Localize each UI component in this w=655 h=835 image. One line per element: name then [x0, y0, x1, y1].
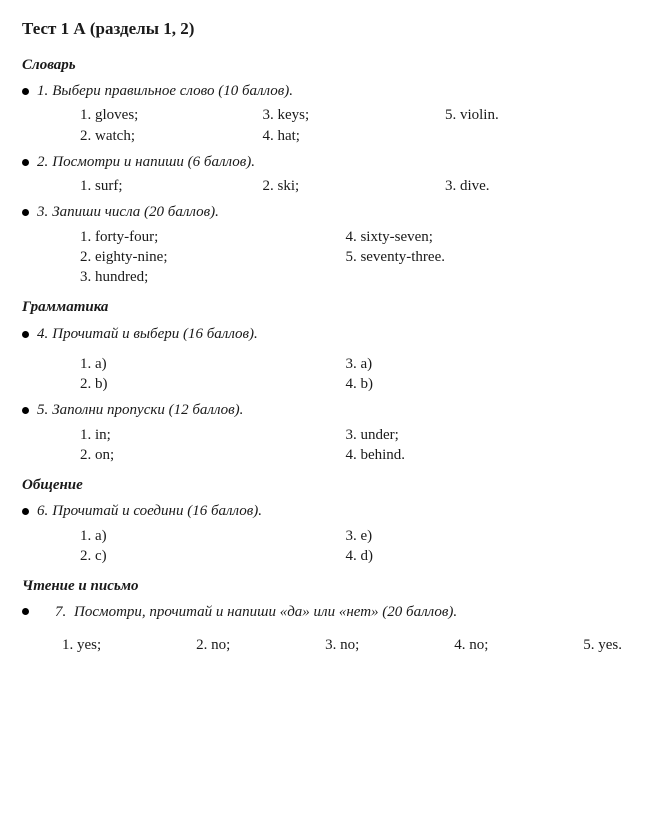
page-title: Тест 1 А (разделы 1, 2): [22, 18, 633, 41]
bullet-icon: [22, 209, 29, 216]
task-2: 2. Посмотри и напиши (6 баллов). 1. surf…: [22, 152, 633, 197]
task-7-num: 7.: [55, 604, 66, 620]
bullet-icon: [22, 88, 29, 95]
answer-item: 3. hundred;: [80, 267, 345, 287]
task-6-num: 6.: [37, 501, 48, 521]
task-1-instr: Выбери правильное слово (10 баллов).: [52, 81, 293, 101]
answer-item: 2. ski;: [262, 176, 444, 196]
answer-item: 3. under;: [345, 425, 610, 445]
section-grammar: Грамматика: [22, 297, 633, 317]
answer-item: 4. behind.: [345, 445, 610, 465]
task-4-num: 4.: [37, 324, 48, 344]
answer-item: 2. watch;: [80, 126, 262, 146]
answer-item: 4. hat;: [262, 126, 444, 146]
bullet-icon: [22, 159, 29, 166]
answer-item: 5. yes.: [583, 635, 622, 655]
task-5-instr: Заполни пропуски (12 баллов).: [52, 400, 243, 420]
task-7-answers: 1. yes; 2. no; 3. no; 4. no; 5. yes.: [62, 635, 633, 655]
task-7-instr: Посмотри, прочитай и напиши «да» или «не…: [74, 604, 457, 620]
answer-item: 5. seventy-three.: [345, 247, 610, 267]
task-1-num: 1.: [37, 81, 48, 101]
task-5-answers: 1. in; 3. under; 2. on; 4. behind.: [80, 425, 633, 466]
answer-item: 3. no;: [325, 635, 359, 655]
bullet-icon: [22, 331, 29, 338]
answer-item: 1. a): [80, 354, 345, 374]
bullet-icon: [22, 508, 29, 515]
task-2-instr: Посмотри и напиши (6 баллов).: [52, 152, 255, 172]
bullet-icon: [22, 608, 29, 615]
answer-item: 3. e): [345, 526, 610, 546]
answer-item: 1. forty-four;: [80, 227, 345, 247]
task-4-answers: 1. a) 3. a) 2. b) 4. b): [80, 354, 633, 395]
task-7: 7. Посмотри, прочитай и напиши «да» или …: [22, 602, 633, 655]
task-2-answers: 1. surf; 2. ski; 3. dive.: [80, 176, 633, 196]
task-2-num: 2.: [37, 152, 48, 172]
answer-item: 4. sixty-seven;: [345, 227, 610, 247]
answer-item: 1. gloves;: [80, 105, 262, 125]
answer-item: 1. surf;: [80, 176, 262, 196]
answer-item: 4. no;: [454, 635, 488, 655]
answer-item: 4. b): [345, 374, 610, 394]
task-3-answers: 1. forty-four; 4. sixty-seven; 2. eighty…: [80, 227, 633, 288]
task-5: 5. Заполни пропуски (12 баллов). 1. in; …: [22, 400, 633, 465]
answer-item: 2. no;: [196, 635, 230, 655]
answer-item: 3. dive.: [445, 176, 627, 196]
answer-item: 3. keys;: [262, 105, 444, 125]
task-4-instr: Прочитай и выбери (16 баллов).: [52, 324, 258, 344]
answer-item: 2. on;: [80, 445, 345, 465]
task-4: 4. Прочитай и выбери (16 баллов). 1. a) …: [22, 324, 633, 395]
answer-item: 1. a): [80, 526, 345, 546]
answer-item: 2. c): [80, 546, 345, 566]
section-rw: Чтение и письмо: [22, 576, 633, 596]
answer-item: 1. yes;: [62, 635, 101, 655]
task-3: 3. Запиши числа (20 баллов). 1. forty-fo…: [22, 202, 633, 287]
answer-item: 3. a): [345, 354, 610, 374]
task-3-num: 3.: [37, 202, 48, 222]
answer-item: 1. in;: [80, 425, 345, 445]
bullet-icon: [22, 407, 29, 414]
task-6-instr: Прочитай и соедини (16 баллов).: [52, 501, 262, 521]
answer-item: 4. d): [345, 546, 610, 566]
answer-item: 5. violin.: [445, 105, 627, 125]
task-5-num: 5.: [37, 400, 48, 420]
task-6-answers: 1. a) 3. e) 2. c) 4. d): [80, 526, 633, 567]
section-communication: Общение: [22, 475, 633, 495]
task-3-instr: Запиши числа (20 баллов).: [52, 202, 219, 222]
task-6: 6. Прочитай и соедини (16 баллов). 1. a)…: [22, 501, 633, 566]
task-1-answers: 1. gloves; 3. keys; 5. violin. 2. watch;…: [80, 105, 633, 146]
answer-item: 2. eighty-nine;: [80, 247, 345, 267]
answer-item: 2. b): [80, 374, 345, 394]
task-1: 1. Выбери правильное слово (10 баллов). …: [22, 81, 633, 146]
section-vocab: Словарь: [22, 55, 633, 75]
